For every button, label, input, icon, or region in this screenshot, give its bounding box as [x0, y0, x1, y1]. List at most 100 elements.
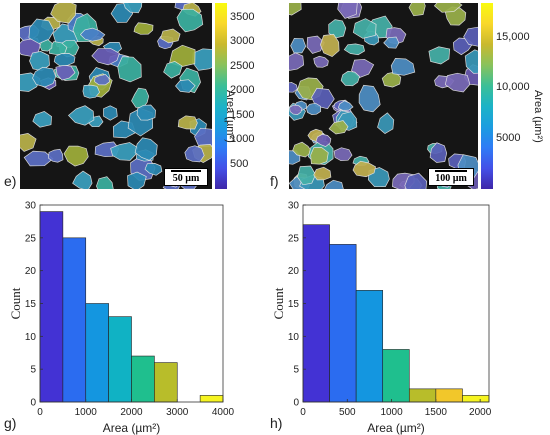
x-tick-label-h-3: 1500: [425, 407, 448, 418]
particle: [32, 111, 52, 128]
particle: [175, 79, 196, 93]
scale-bar-e: 50 µm: [164, 168, 208, 186]
y-tick-label-h-2: 10: [288, 332, 300, 343]
y-tick-label-g-4: 20: [25, 266, 37, 277]
x-axis-label-h: Area (µm²): [367, 421, 425, 435]
particle: [136, 104, 156, 121]
histogram-bar-h-5: [435, 388, 463, 403]
scale-bar-f: 100 µm: [428, 168, 474, 186]
particle: [20, 133, 37, 152]
histogram-bar-h-3: [382, 349, 410, 403]
particle: [328, 19, 347, 39]
particle: [94, 74, 110, 86]
particle: [91, 47, 120, 66]
particle: [144, 163, 163, 176]
x-tick-label-g-3: 3000: [166, 407, 189, 418]
colorbar-tick-e-2: 2500: [230, 59, 255, 72]
y-axis-label-h: Count: [271, 287, 286, 319]
y-tick-label-h-6: 30: [288, 201, 300, 212]
particle: [464, 49, 478, 74]
panel-letter-f: f): [270, 173, 279, 189]
colorbar-tick-e-4: 1500: [230, 108, 255, 121]
scale-bar-label-e: 50 µm: [172, 173, 200, 184]
y-tick-label-g-0: 0: [30, 398, 36, 409]
y-tick-label-h-5: 25: [288, 233, 300, 244]
histogram-bar-h-1: [329, 244, 357, 403]
histogram-bar-g-3: [108, 316, 132, 403]
histogram-bar-h-0: [302, 224, 330, 403]
particle: [328, 120, 349, 135]
panel-letter-g: g): [4, 415, 17, 431]
particle: [50, 3, 77, 24]
histogram-bar-g-2: [85, 303, 109, 403]
particle: [79, 27, 106, 42]
particle: [390, 58, 416, 76]
particle: [160, 28, 181, 44]
particle: [324, 179, 344, 189]
y-axis-label-g: Count: [8, 287, 23, 319]
particle: [333, 147, 353, 162]
particle: [383, 36, 400, 49]
x-tick-label-h-0: 0: [300, 407, 306, 418]
particle: [96, 176, 114, 189]
histogram-g: 0 1000 2000 3000 4000 0 5 10 15 20 25 30 Area (µm²) C…: [8, 201, 235, 435]
x-tick-label-h-4: 2000: [469, 407, 492, 418]
histogram-bar-g-7: [199, 395, 224, 403]
particle: [28, 18, 55, 44]
colorbar-e: [215, 3, 227, 189]
particle: [313, 166, 332, 181]
colorbar-tick-f-1: 10,000: [496, 81, 530, 94]
x-tick-label-h-1: 500: [339, 407, 356, 418]
histogram-bar-h-2: [355, 290, 384, 403]
colorbar-tick-e-6: 500: [230, 157, 249, 170]
particle: [55, 64, 76, 81]
particle: [117, 56, 142, 83]
colorbar-label-e: Area (µm²): [224, 90, 236, 143]
y-tick-label-h-0: 0: [293, 398, 299, 409]
histogram-bar-g-1: [62, 237, 87, 403]
particle: [337, 100, 354, 111]
histogram-bar-h-4: [408, 388, 437, 403]
y-tick-label-g-1: 5: [30, 365, 36, 376]
particle: [29, 51, 50, 72]
particle-image-e: [20, 3, 212, 189]
particle: [305, 102, 322, 115]
particle: [63, 145, 89, 167]
particle: [358, 84, 381, 113]
particle: [53, 53, 76, 67]
y-tick-label-h-1: 5: [293, 365, 299, 376]
x-tick-label-g-4: 4000: [212, 407, 235, 418]
particle: [433, 3, 463, 13]
particle: [320, 33, 340, 58]
particle: [72, 170, 93, 189]
particle: [289, 104, 303, 115]
particle: [340, 70, 361, 87]
particle: [133, 22, 154, 35]
particle: [310, 147, 329, 165]
colorbar-label-f: Area (µm²): [532, 90, 544, 143]
particle: [352, 160, 377, 178]
particle: [103, 105, 118, 121]
particle: [315, 133, 332, 148]
x-tick-label-g-2: 2000: [120, 407, 143, 418]
particle: [48, 148, 64, 163]
particle: [177, 115, 198, 130]
colorbar-tick-e-3: 2000: [230, 84, 255, 97]
particle: [123, 3, 143, 14]
micrograph-e: 50 µm: [20, 3, 212, 189]
x-tick-label-g-0: 0: [37, 407, 43, 418]
particle: [352, 18, 377, 39]
panel-letter-h: h): [270, 415, 283, 431]
particle: [408, 3, 426, 17]
x-axis-label-g: Area (µm²): [103, 421, 161, 435]
micrograph-f: 100 µm: [289, 3, 478, 189]
y-tick-label-g-6: 30: [25, 201, 37, 212]
colorbar-tick-e-1: 3000: [230, 35, 255, 48]
particle: [313, 55, 329, 68]
particle: [337, 3, 358, 19]
particle: [290, 37, 307, 54]
scale-bar-label-f: 100 µm: [435, 173, 467, 184]
histogram-bar-g-5: [154, 362, 178, 403]
particle: [377, 112, 395, 135]
particle: [429, 142, 448, 163]
